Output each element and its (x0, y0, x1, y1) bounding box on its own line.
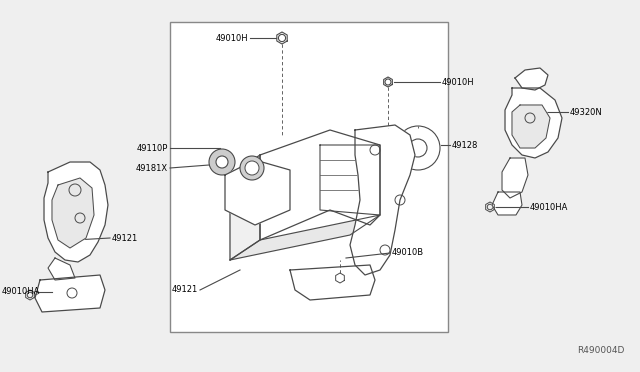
Polygon shape (512, 105, 550, 148)
Text: 49121: 49121 (112, 234, 138, 243)
Circle shape (216, 156, 228, 168)
Polygon shape (505, 88, 562, 158)
Text: R490004D: R490004D (578, 346, 625, 355)
Polygon shape (515, 68, 548, 90)
Polygon shape (350, 125, 415, 275)
Text: 49110P: 49110P (136, 144, 168, 153)
Polygon shape (52, 178, 94, 248)
Polygon shape (225, 160, 290, 225)
Text: 49010H: 49010H (442, 77, 475, 87)
Polygon shape (48, 258, 75, 280)
Polygon shape (502, 158, 528, 198)
Circle shape (396, 126, 440, 170)
Text: 49010HA: 49010HA (530, 202, 568, 212)
Polygon shape (320, 145, 380, 215)
Text: 49010B: 49010B (392, 247, 424, 257)
Text: 49010H: 49010H (216, 33, 248, 42)
Polygon shape (290, 265, 375, 300)
Circle shape (245, 161, 259, 175)
Polygon shape (260, 130, 380, 240)
Bar (170, 22, 448, 332)
Circle shape (209, 149, 235, 175)
Polygon shape (230, 215, 380, 260)
Polygon shape (35, 275, 105, 312)
Text: 49181X: 49181X (136, 164, 168, 173)
Text: 49121: 49121 (172, 285, 198, 295)
Polygon shape (230, 155, 260, 260)
Polygon shape (492, 192, 522, 215)
Polygon shape (44, 162, 108, 262)
Circle shape (240, 156, 264, 180)
Text: 49128: 49128 (452, 141, 478, 150)
Text: 49010HA: 49010HA (2, 288, 40, 296)
Text: 49320N: 49320N (570, 108, 603, 116)
